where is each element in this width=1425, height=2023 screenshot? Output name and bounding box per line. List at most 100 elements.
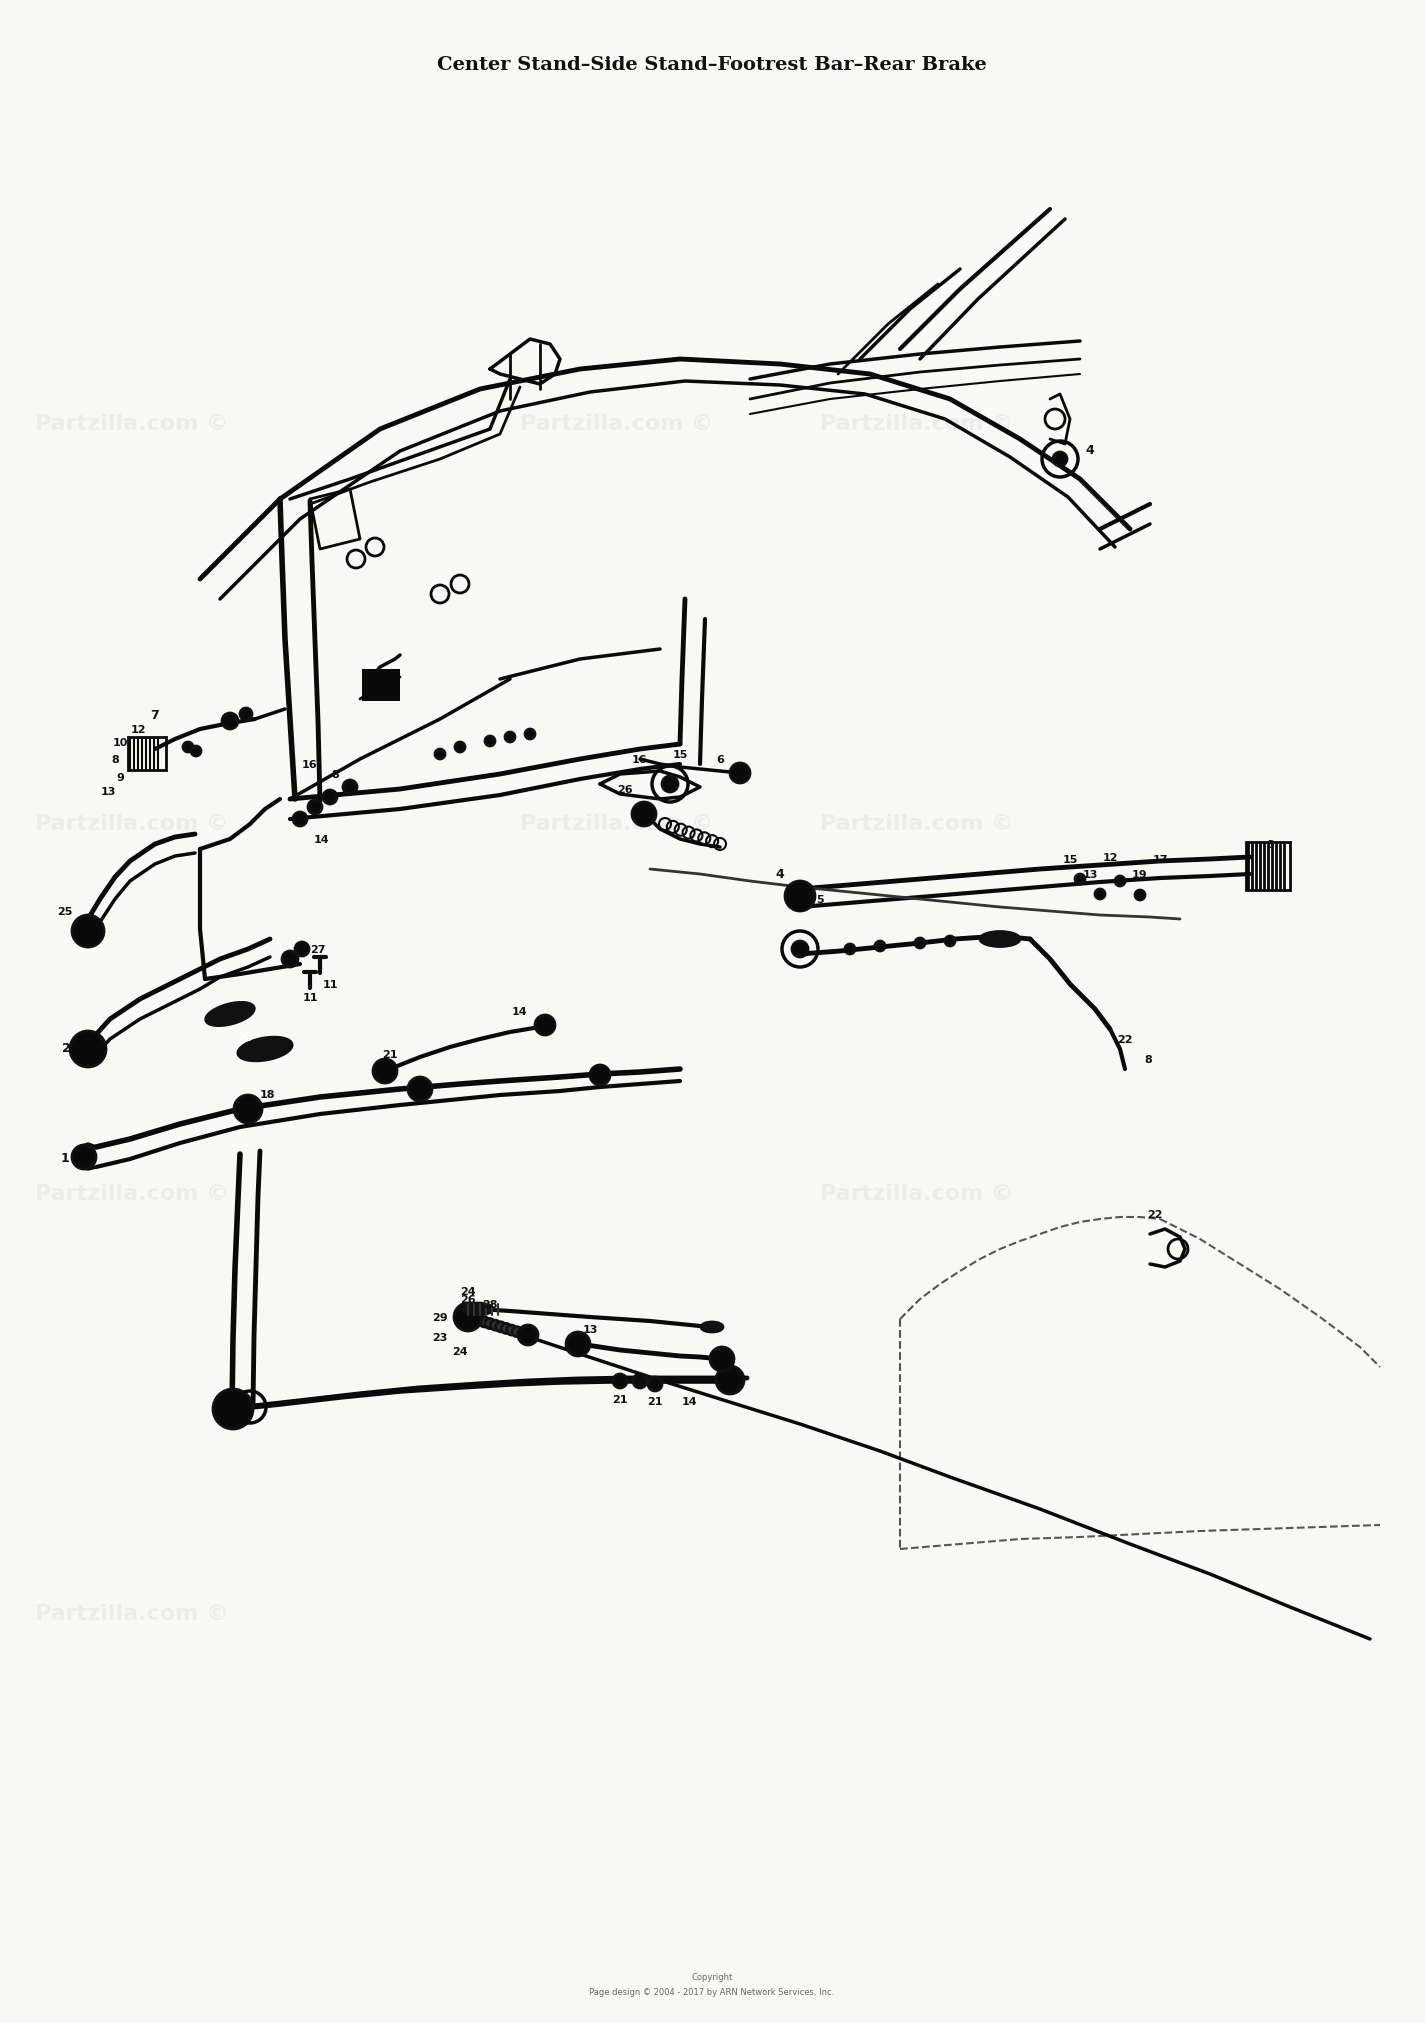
Circle shape xyxy=(507,1325,517,1335)
Circle shape xyxy=(566,1333,590,1355)
Circle shape xyxy=(490,1321,500,1331)
Circle shape xyxy=(915,939,925,949)
Circle shape xyxy=(182,742,192,753)
Text: Partzilla.com ©: Partzilla.com © xyxy=(819,1183,1013,1204)
Text: 15: 15 xyxy=(1062,854,1077,864)
Text: 22: 22 xyxy=(1147,1210,1163,1220)
Text: 16: 16 xyxy=(302,759,318,769)
Circle shape xyxy=(212,1390,254,1430)
Bar xyxy=(362,670,400,702)
Circle shape xyxy=(496,1323,506,1333)
Text: 18: 18 xyxy=(259,1090,275,1098)
Circle shape xyxy=(512,1327,522,1337)
Circle shape xyxy=(479,1317,489,1327)
Text: 13: 13 xyxy=(100,787,115,797)
Circle shape xyxy=(295,943,309,957)
Text: 7: 7 xyxy=(151,708,160,720)
Text: 25: 25 xyxy=(57,906,73,916)
Circle shape xyxy=(191,746,201,757)
Circle shape xyxy=(875,941,885,951)
Circle shape xyxy=(73,916,104,947)
Text: Partzilla.com ©: Partzilla.com © xyxy=(36,415,228,433)
Circle shape xyxy=(524,730,534,740)
Ellipse shape xyxy=(980,933,1020,947)
Circle shape xyxy=(73,1145,95,1169)
Text: 11: 11 xyxy=(322,979,338,989)
Text: 8: 8 xyxy=(1144,1054,1151,1064)
Ellipse shape xyxy=(205,1003,254,1026)
Circle shape xyxy=(239,708,252,720)
Circle shape xyxy=(455,1303,482,1331)
Text: 27: 27 xyxy=(311,945,326,955)
Circle shape xyxy=(70,1032,105,1068)
Circle shape xyxy=(648,1378,663,1392)
Circle shape xyxy=(475,1315,485,1325)
Circle shape xyxy=(435,751,445,759)
Text: 1: 1 xyxy=(61,1151,70,1163)
Circle shape xyxy=(785,882,815,912)
Text: 4: 4 xyxy=(775,868,784,882)
Circle shape xyxy=(792,941,808,957)
Circle shape xyxy=(469,1315,479,1323)
Bar xyxy=(1245,844,1290,890)
Text: 26: 26 xyxy=(460,1295,476,1305)
Circle shape xyxy=(373,1060,398,1084)
Text: Copyright
Page design © 2004 - 2017 by ARN Network Services, Inc.: Copyright Page design © 2004 - 2017 by A… xyxy=(590,1972,835,1997)
Text: 21: 21 xyxy=(613,1394,628,1404)
Text: 8: 8 xyxy=(1267,840,1274,850)
Ellipse shape xyxy=(463,1303,493,1315)
Text: 21: 21 xyxy=(382,1050,398,1060)
Text: 12: 12 xyxy=(130,724,145,734)
Circle shape xyxy=(523,1331,533,1341)
Circle shape xyxy=(485,1319,494,1329)
Text: 17: 17 xyxy=(1153,854,1167,864)
Text: 13: 13 xyxy=(583,1325,597,1335)
Text: Partzilla.com ©: Partzilla.com © xyxy=(36,813,228,833)
Text: 21: 21 xyxy=(647,1396,663,1406)
Circle shape xyxy=(945,937,955,947)
Text: 15: 15 xyxy=(673,751,688,759)
Text: 12: 12 xyxy=(1103,852,1117,862)
Circle shape xyxy=(1094,890,1104,900)
Text: 20: 20 xyxy=(238,1032,252,1042)
Circle shape xyxy=(730,763,750,783)
Circle shape xyxy=(663,777,678,793)
Circle shape xyxy=(715,1366,744,1394)
Text: Partzilla.com ©: Partzilla.com © xyxy=(520,813,714,833)
Circle shape xyxy=(485,736,494,746)
Text: 2: 2 xyxy=(61,1042,70,1054)
Ellipse shape xyxy=(238,1038,292,1062)
Text: 19: 19 xyxy=(1133,870,1147,880)
Circle shape xyxy=(534,1016,554,1036)
Text: 4: 4 xyxy=(1086,443,1094,457)
Text: Center Stand–Side Stand–Footrest Bar–Rear Brake: Center Stand–Side Stand–Footrest Bar–Rea… xyxy=(437,57,988,75)
Circle shape xyxy=(710,1347,734,1372)
Circle shape xyxy=(845,945,855,955)
Text: 9: 9 xyxy=(115,773,124,783)
Circle shape xyxy=(323,791,336,805)
Text: 13: 13 xyxy=(1083,870,1097,880)
Text: 5: 5 xyxy=(817,894,824,904)
Text: 14: 14 xyxy=(314,835,329,844)
Text: 23: 23 xyxy=(432,1333,447,1343)
Circle shape xyxy=(222,714,238,730)
Circle shape xyxy=(294,813,306,827)
Text: 16: 16 xyxy=(633,755,648,765)
Text: 22: 22 xyxy=(1117,1034,1133,1044)
Circle shape xyxy=(308,801,322,815)
Text: 8: 8 xyxy=(111,755,118,765)
Circle shape xyxy=(282,951,298,967)
Text: Partzilla.com ©: Partzilla.com © xyxy=(36,1183,228,1204)
Text: 28: 28 xyxy=(482,1299,497,1309)
Circle shape xyxy=(234,1096,262,1123)
Text: Partzilla.com ©: Partzilla.com © xyxy=(520,415,714,433)
Circle shape xyxy=(1134,890,1146,900)
Text: 11: 11 xyxy=(302,993,318,1003)
Text: 24: 24 xyxy=(452,1347,467,1355)
Circle shape xyxy=(343,781,358,795)
Circle shape xyxy=(502,1323,512,1333)
Circle shape xyxy=(504,732,514,742)
Circle shape xyxy=(519,1325,539,1345)
Text: 29: 29 xyxy=(432,1313,447,1323)
Circle shape xyxy=(455,742,465,753)
